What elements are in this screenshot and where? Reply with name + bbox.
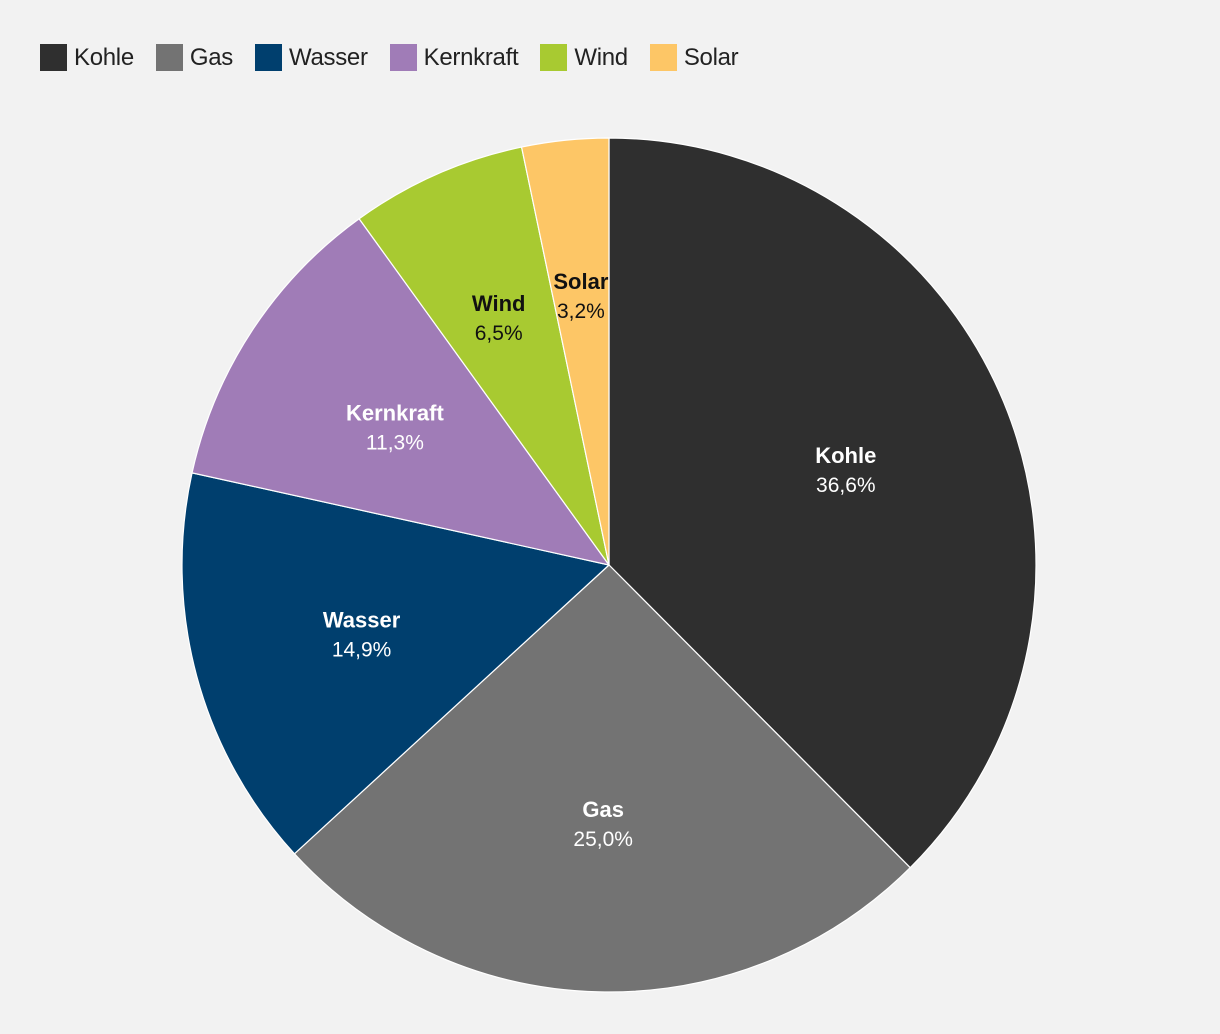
legend-swatch-kohle [40,44,67,71]
slice-label-value-kohle: 36,6% [816,474,876,497]
slice-label-value-kernkraft: 11,3% [366,431,424,454]
legend-item-gas: Gas [155,44,234,71]
slice-label-name-solar: Solar [553,269,608,294]
legend-label-wasser: Wasser [289,44,368,71]
legend: Kohle Gas Wasser Kernkraft Wind Solar [40,44,760,71]
pie-slice-kohle [608,137,1037,869]
legend-item-kernkraft: Kernkraft [389,44,519,71]
pie-slice-wasser [181,472,610,855]
slice-label-value-solar: 3,2% [557,300,605,323]
legend-swatch-kernkraft [389,44,417,71]
legend-item-wind: Wind [540,44,628,71]
legend-swatch-wasser [255,44,283,71]
legend-label-solar: Solar [683,44,739,71]
slice-label-value-wasser: 14,9% [332,639,392,662]
legend-item-kohle: Kohle [40,44,134,71]
pie-slice-solar [520,137,610,566]
legend-swatch-gas [155,44,183,71]
slice-label-name-gas: Gas [582,797,624,822]
legend-swatch-wind [540,44,568,71]
pie-labels: Kohle 36,6% Gas 25,0% Wasser 14,9% Kernkraft 11… [323,269,876,851]
slice-label-name-wind: Wind [472,291,526,316]
legend-label-kohle: Kohle [74,44,134,71]
slice-label-value-wind: 6,5% [475,322,523,345]
legend-item-wasser: Wasser [255,44,368,71]
pie-slices [181,137,1037,993]
slice-label-name-wasser: Wasser [323,608,401,633]
slice-label-name-kohle: Kohle [815,443,876,468]
legend-swatch-solar [649,44,677,71]
slice-label-name-kernkraft: Kernkraft [346,400,444,425]
legend-label-kernkraft: Kernkraft [423,44,519,71]
slice-label-value-gas: 25,0% [573,828,633,851]
legend-label-wind: Wind [574,44,628,71]
pie-slice-kernkraft [191,218,610,566]
pie-slice-gas [293,564,911,993]
legend-item-solar: Solar [649,44,739,71]
pie-slice-wind [358,146,610,566]
legend-label-gas: Gas [189,44,234,71]
